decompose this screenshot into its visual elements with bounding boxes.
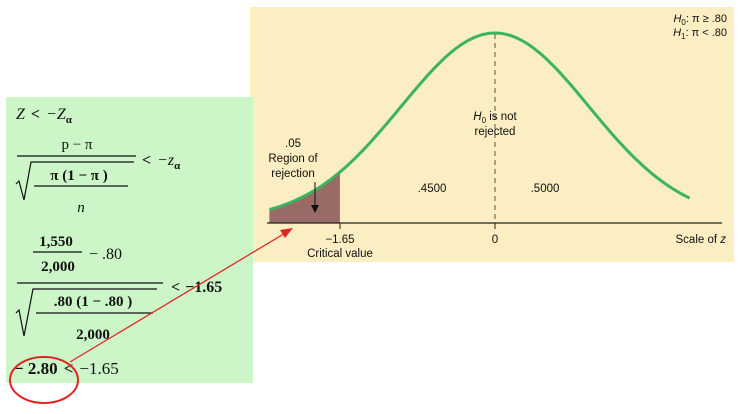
right-area-value: .5000 [531, 183, 560, 195]
normal-curve [269, 31, 691, 211]
rejection-region-label-line2: rejection [271, 168, 314, 180]
formula-line-2-radicand-top: π (1 − π ) [50, 168, 107, 184]
formula-line-1: Z < −Zα [16, 106, 73, 126]
formula-line-3-inner-numerator: 1,550 [39, 234, 73, 250]
formula-line-2-numerator: p − π [61, 137, 92, 153]
critical-value-caption: Critical value [307, 248, 373, 260]
formula-line-3-inner-denominator: 2,000 [41, 259, 75, 275]
left-area-value: .4500 [418, 183, 447, 195]
formula-line-2-radical [15, 161, 134, 201]
not-rejected-label-line2: rejected [475, 126, 516, 138]
rejection-region-label-line1: Region of [268, 153, 318, 165]
test-statistic-pointer-arrowhead [280, 228, 293, 238]
tick-label-critical: −1.65 [325, 234, 354, 246]
formula-line-2-radicand-bottom: n [77, 200, 85, 216]
formula-line-4: − 2.80 < −1.65 [14, 359, 119, 378]
null-hypothesis: H0: π ≥ .80 [673, 13, 727, 27]
test-statistic-pointer-line [69, 231, 288, 363]
alternative-hypothesis: H1: π < .80 [673, 27, 727, 41]
rejection-alpha-label: .05 [285, 138, 301, 150]
formula-line-3-radicand-bottom: 2,000 [76, 327, 110, 343]
formula-line-3-numerator-rest: − .80 [89, 246, 122, 263]
z-scale-label: Scale of z [676, 234, 727, 246]
formula-line-3-rhs: < −1.65 [171, 279, 222, 296]
tick-label-zero: 0 [492, 234, 498, 246]
formula-line-2-rhs: < −zα [142, 152, 181, 172]
test-statistic-circle [9, 356, 79, 404]
not-rejected-label-line1: H0 is not [473, 111, 517, 125]
formula-panel-background [6, 97, 253, 383]
formula-line-3-radical [15, 288, 157, 337]
formula-line-3-radicand-top: .80 (1 − .80 ) [54, 294, 133, 310]
rejection-pointer-arrowhead [311, 205, 319, 213]
